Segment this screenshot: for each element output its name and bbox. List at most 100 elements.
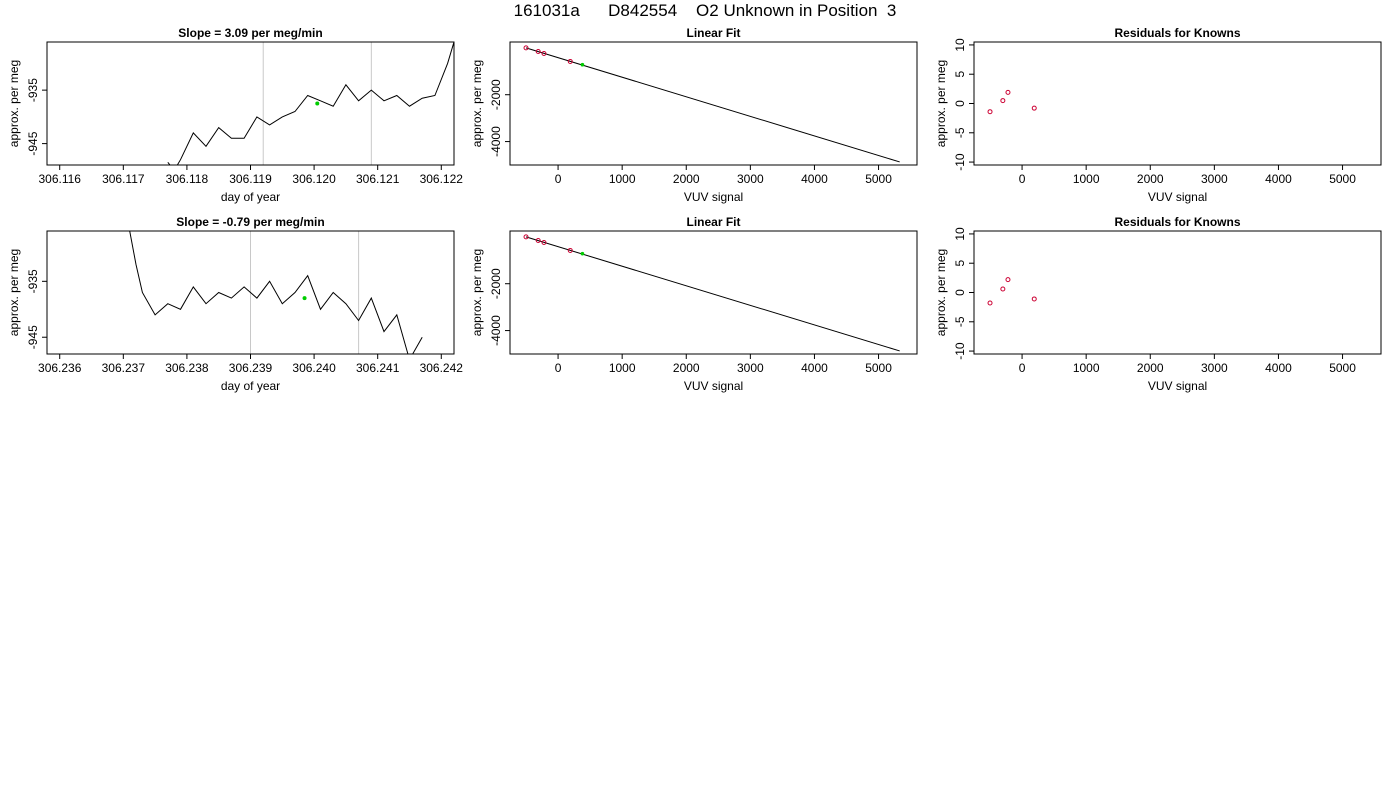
x-axis-label: day of year: [221, 379, 280, 393]
x-tick-label: 2000: [673, 172, 700, 186]
residual-point: [1005, 89, 1011, 95]
y-tick-label: 10: [953, 227, 967, 241]
plot-area: [523, 234, 900, 352]
known-point: [567, 58, 573, 64]
x-tick-label: 1000: [609, 361, 636, 375]
x-tick-label: 306.241: [356, 361, 400, 375]
panel-3: Residuals for Knowns VUV signal approx. pe…: [934, 26, 1382, 204]
plot-area: [523, 45, 900, 163]
panel-title: Residuals for Knowns: [1114, 215, 1240, 229]
x-tick-label: 306.237: [102, 361, 146, 375]
x-tick-label: 3000: [1201, 361, 1228, 375]
unknown-point: [580, 62, 585, 67]
x-tick-label: 5000: [865, 361, 892, 375]
plot-area: [167, 42, 454, 165]
known-point: [523, 45, 529, 51]
residual-point: [1000, 98, 1006, 104]
y-axis-label: approx. per meg: [7, 60, 21, 147]
x-tick-label: 2000: [1137, 172, 1164, 186]
x-tick-label: 306.118: [166, 172, 209, 186]
y-tick-label: 5: [953, 71, 967, 78]
x-tick-label: 4000: [1265, 172, 1292, 186]
plot-area: [987, 277, 1037, 306]
plot-area: [129, 231, 423, 354]
x-tick-label: 5000: [1329, 172, 1356, 186]
y-axis-label: approx. per meg: [934, 60, 948, 147]
y-tick-label: -935: [26, 78, 40, 102]
panel-title: Slope = -0.79 per meg/min: [176, 215, 324, 229]
y-tick-label: -945: [26, 131, 40, 155]
series-line: [129, 231, 423, 354]
y-tick-label: 5: [953, 260, 967, 267]
panel-title: Linear Fit: [686, 215, 740, 229]
x-tick-label: 4000: [801, 172, 828, 186]
y-axis-label: approx. per meg: [7, 249, 21, 336]
y-tick-label: -935: [26, 269, 40, 293]
y-tick-label: -4000: [489, 126, 503, 157]
known-point: [541, 239, 547, 245]
residual-point: [1031, 105, 1037, 111]
y-tick-label: -2000: [489, 268, 503, 299]
y-tick-label: 10: [953, 38, 967, 52]
series-line: [167, 42, 454, 165]
x-axis-label: day of year: [221, 190, 280, 204]
panel-4: Slope = -0.79 per meg/min day of year appr…: [7, 215, 463, 393]
y-tick-label: -4000: [489, 315, 503, 346]
x-tick-label: 3000: [1201, 172, 1228, 186]
plot-frame: [509, 230, 918, 355]
residual-point: [987, 109, 993, 115]
y-axis-label: approx. per meg: [470, 249, 484, 336]
unknown-time-point: [302, 296, 307, 301]
x-tick-label: 4000: [801, 361, 828, 375]
x-tick-label: 306.117: [102, 172, 145, 186]
x-tick-label: 1000: [1073, 361, 1100, 375]
known-point: [535, 237, 541, 243]
unknown-point: [580, 251, 585, 256]
x-tick-label: 5000: [1329, 361, 1356, 375]
y-tick-label: 0: [953, 289, 967, 296]
known-point: [541, 50, 547, 56]
panel-title: Slope = 3.09 per meg/min: [178, 26, 322, 40]
fit-line: [525, 236, 900, 352]
y-tick-label: -10: [953, 342, 967, 360]
residual-point: [987, 300, 993, 306]
x-tick-label: 306.122: [420, 172, 464, 186]
residual-point: [1005, 277, 1011, 283]
x-tick-label: 306.120: [292, 172, 336, 186]
figure-title: 161031a D842554 O2 Unknown in Position 3: [513, 1, 897, 20]
panel-1: Slope = 3.09 per meg/min day of year appro…: [7, 26, 463, 204]
x-tick-label: 306.236: [38, 361, 82, 375]
y-tick-label: -10: [953, 153, 967, 171]
panel-title: Residuals for Knowns: [1114, 26, 1240, 40]
residual-point: [1031, 296, 1037, 302]
panel-title: Linear Fit: [686, 26, 740, 40]
x-tick-label: 0: [1019, 361, 1026, 375]
x-tick-label: 2000: [673, 361, 700, 375]
x-tick-label: 306.116: [38, 172, 81, 186]
plot-frame: [46, 230, 455, 355]
known-point: [567, 247, 573, 253]
x-tick-label: 4000: [1265, 361, 1292, 375]
y-tick-label: -2000: [489, 79, 503, 110]
x-axis-label: VUV signal: [684, 379, 743, 393]
plot-area: [987, 89, 1037, 115]
x-tick-label: 306.242: [420, 361, 464, 375]
y-tick-label: -5: [953, 127, 967, 138]
x-tick-label: 0: [555, 361, 562, 375]
x-axis-label: VUV signal: [684, 190, 743, 204]
plot-frame: [46, 41, 455, 166]
unknown-time-point: [315, 101, 320, 106]
residual-point: [1000, 286, 1006, 292]
x-axis-label: VUV signal: [1148, 190, 1207, 204]
fit-line: [525, 47, 900, 163]
x-tick-label: 306.121: [356, 172, 400, 186]
plot-frame: [973, 41, 1382, 166]
x-tick-label: 3000: [737, 361, 764, 375]
y-axis-label: approx. per meg: [934, 249, 948, 336]
panel-6: Residuals for Knowns VUV signal approx. pe…: [934, 215, 1382, 393]
plot-frame: [509, 41, 918, 166]
x-tick-label: 306.240: [292, 361, 336, 375]
x-tick-label: 306.119: [229, 172, 272, 186]
known-point: [523, 234, 529, 240]
